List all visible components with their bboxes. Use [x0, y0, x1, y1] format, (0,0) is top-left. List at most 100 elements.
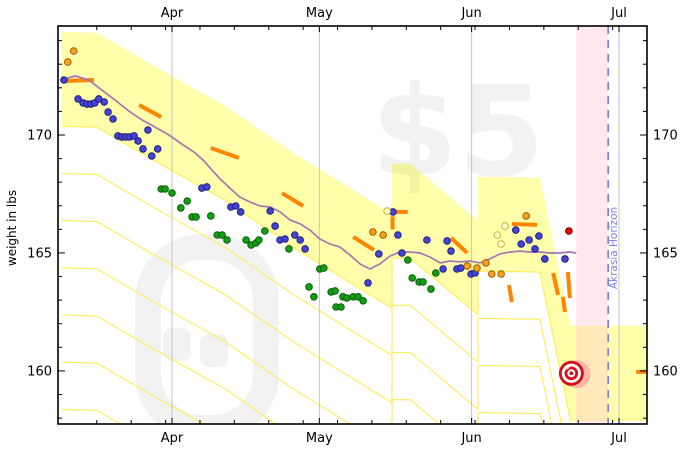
datapoint	[447, 247, 455, 255]
datapoint	[493, 231, 502, 239]
datapoint	[64, 58, 72, 66]
datapoint	[144, 126, 152, 134]
datapoint	[463, 262, 472, 270]
plot-area: $5	[60, 26, 647, 424]
datapoint	[343, 294, 351, 302]
datapoint	[497, 240, 505, 248]
datapoint	[364, 279, 372, 287]
datapoint	[369, 228, 377, 236]
road-guideline	[61, 125, 647, 421]
ytick-label-right-160: 160	[653, 364, 678, 379]
road-centerline-dash	[511, 221, 538, 227]
datapoint	[383, 207, 391, 215]
datapoint	[565, 227, 573, 235]
datapoint	[531, 245, 539, 253]
datapoint	[310, 293, 318, 301]
datapoint	[203, 183, 211, 191]
road-guideline	[61, 220, 553, 424]
goal-bullseye-icon	[558, 360, 591, 389]
datapoint	[285, 245, 293, 253]
datapoint	[100, 98, 108, 106]
road-guideline	[61, 172, 563, 424]
datapoint	[266, 207, 275, 215]
datapoint	[408, 274, 417, 282]
datapoint	[419, 278, 427, 286]
datapoint	[261, 227, 269, 235]
datapoints-yellow-open	[383, 207, 509, 248]
month-label-bottom-apr: Apr	[161, 431, 184, 446]
plot-frame	[57, 25, 648, 425]
datapoint	[501, 222, 509, 230]
datapoint	[354, 293, 362, 301]
y-axis-title: weight in lbs	[5, 190, 19, 266]
datapoint	[255, 236, 263, 244]
road-centerline-dash	[551, 272, 561, 296]
month-label-bottom-may: May	[306, 431, 333, 446]
akrasia-horizon-label: Akrasia Horizon	[608, 207, 620, 289]
datapoint	[74, 95, 82, 103]
road-centerline-dash	[565, 271, 572, 299]
road-centerline-dash	[138, 103, 163, 119]
datapoint	[379, 231, 388, 239]
datapoint	[320, 264, 328, 272]
datapoint	[561, 255, 569, 263]
datapoint	[168, 189, 176, 197]
datapoint	[296, 236, 305, 244]
datapoint	[148, 152, 156, 160]
road-centerline-dash	[352, 235, 375, 252]
datapoint	[104, 108, 112, 116]
smiley-watermark	[135, 234, 279, 424]
axis-labels: Apr Apr May May Jun Jun Jul Jul 160 160 165 165 170 1…	[5, 6, 678, 446]
datapoint	[394, 231, 402, 239]
datapoints-blue	[60, 76, 569, 287]
ytick-label-left-170: 170	[27, 128, 52, 143]
datapoint	[443, 237, 451, 245]
datapoint	[512, 226, 520, 234]
datapoint	[218, 231, 226, 239]
road-guideline	[61, 314, 277, 424]
datapoints-red	[565, 227, 573, 235]
datapoint	[375, 250, 383, 258]
datapoint	[177, 204, 185, 212]
moving-average-line	[63, 75, 577, 270]
datapoint	[432, 269, 440, 277]
datapoint	[337, 303, 345, 311]
datapoint	[473, 264, 481, 272]
datapoint	[139, 145, 147, 153]
month-label-top-may: May	[306, 6, 333, 21]
month-label-bottom-jun: Jun	[460, 431, 481, 446]
datapoint	[291, 231, 299, 239]
datapoint	[457, 264, 465, 272]
datapoint	[161, 185, 169, 193]
datapoints-orange	[64, 47, 531, 278]
datapoint	[404, 256, 412, 264]
ytick-label-right-165: 165	[653, 246, 678, 261]
datapoint	[134, 137, 142, 145]
road-centerline-dash	[449, 236, 469, 255]
datapoint	[271, 222, 279, 230]
datapoint	[423, 236, 431, 244]
datapoint	[482, 259, 490, 267]
datapoint	[232, 202, 240, 210]
road-centerline-dash	[561, 296, 567, 313]
datapoint	[301, 245, 309, 253]
akrasia-zone	[576, 26, 609, 424]
ytick-label-right-170: 170	[653, 128, 678, 143]
datapoint	[130, 132, 138, 140]
datapoint	[236, 208, 245, 216]
datapoint	[439, 265, 447, 273]
road-centerline-dash	[506, 284, 514, 303]
datapoint	[183, 197, 191, 205]
pledge-watermark: $5	[371, 60, 545, 205]
datapoint	[359, 297, 367, 305]
datapoint	[497, 270, 505, 278]
datapoint	[525, 236, 533, 244]
road-guideline	[61, 267, 543, 424]
datapoint	[223, 236, 231, 244]
datapoint	[305, 283, 313, 291]
road-band	[61, 31, 647, 420]
month-label-top-jul: Jul	[610, 6, 627, 21]
datapoint	[517, 240, 526, 248]
